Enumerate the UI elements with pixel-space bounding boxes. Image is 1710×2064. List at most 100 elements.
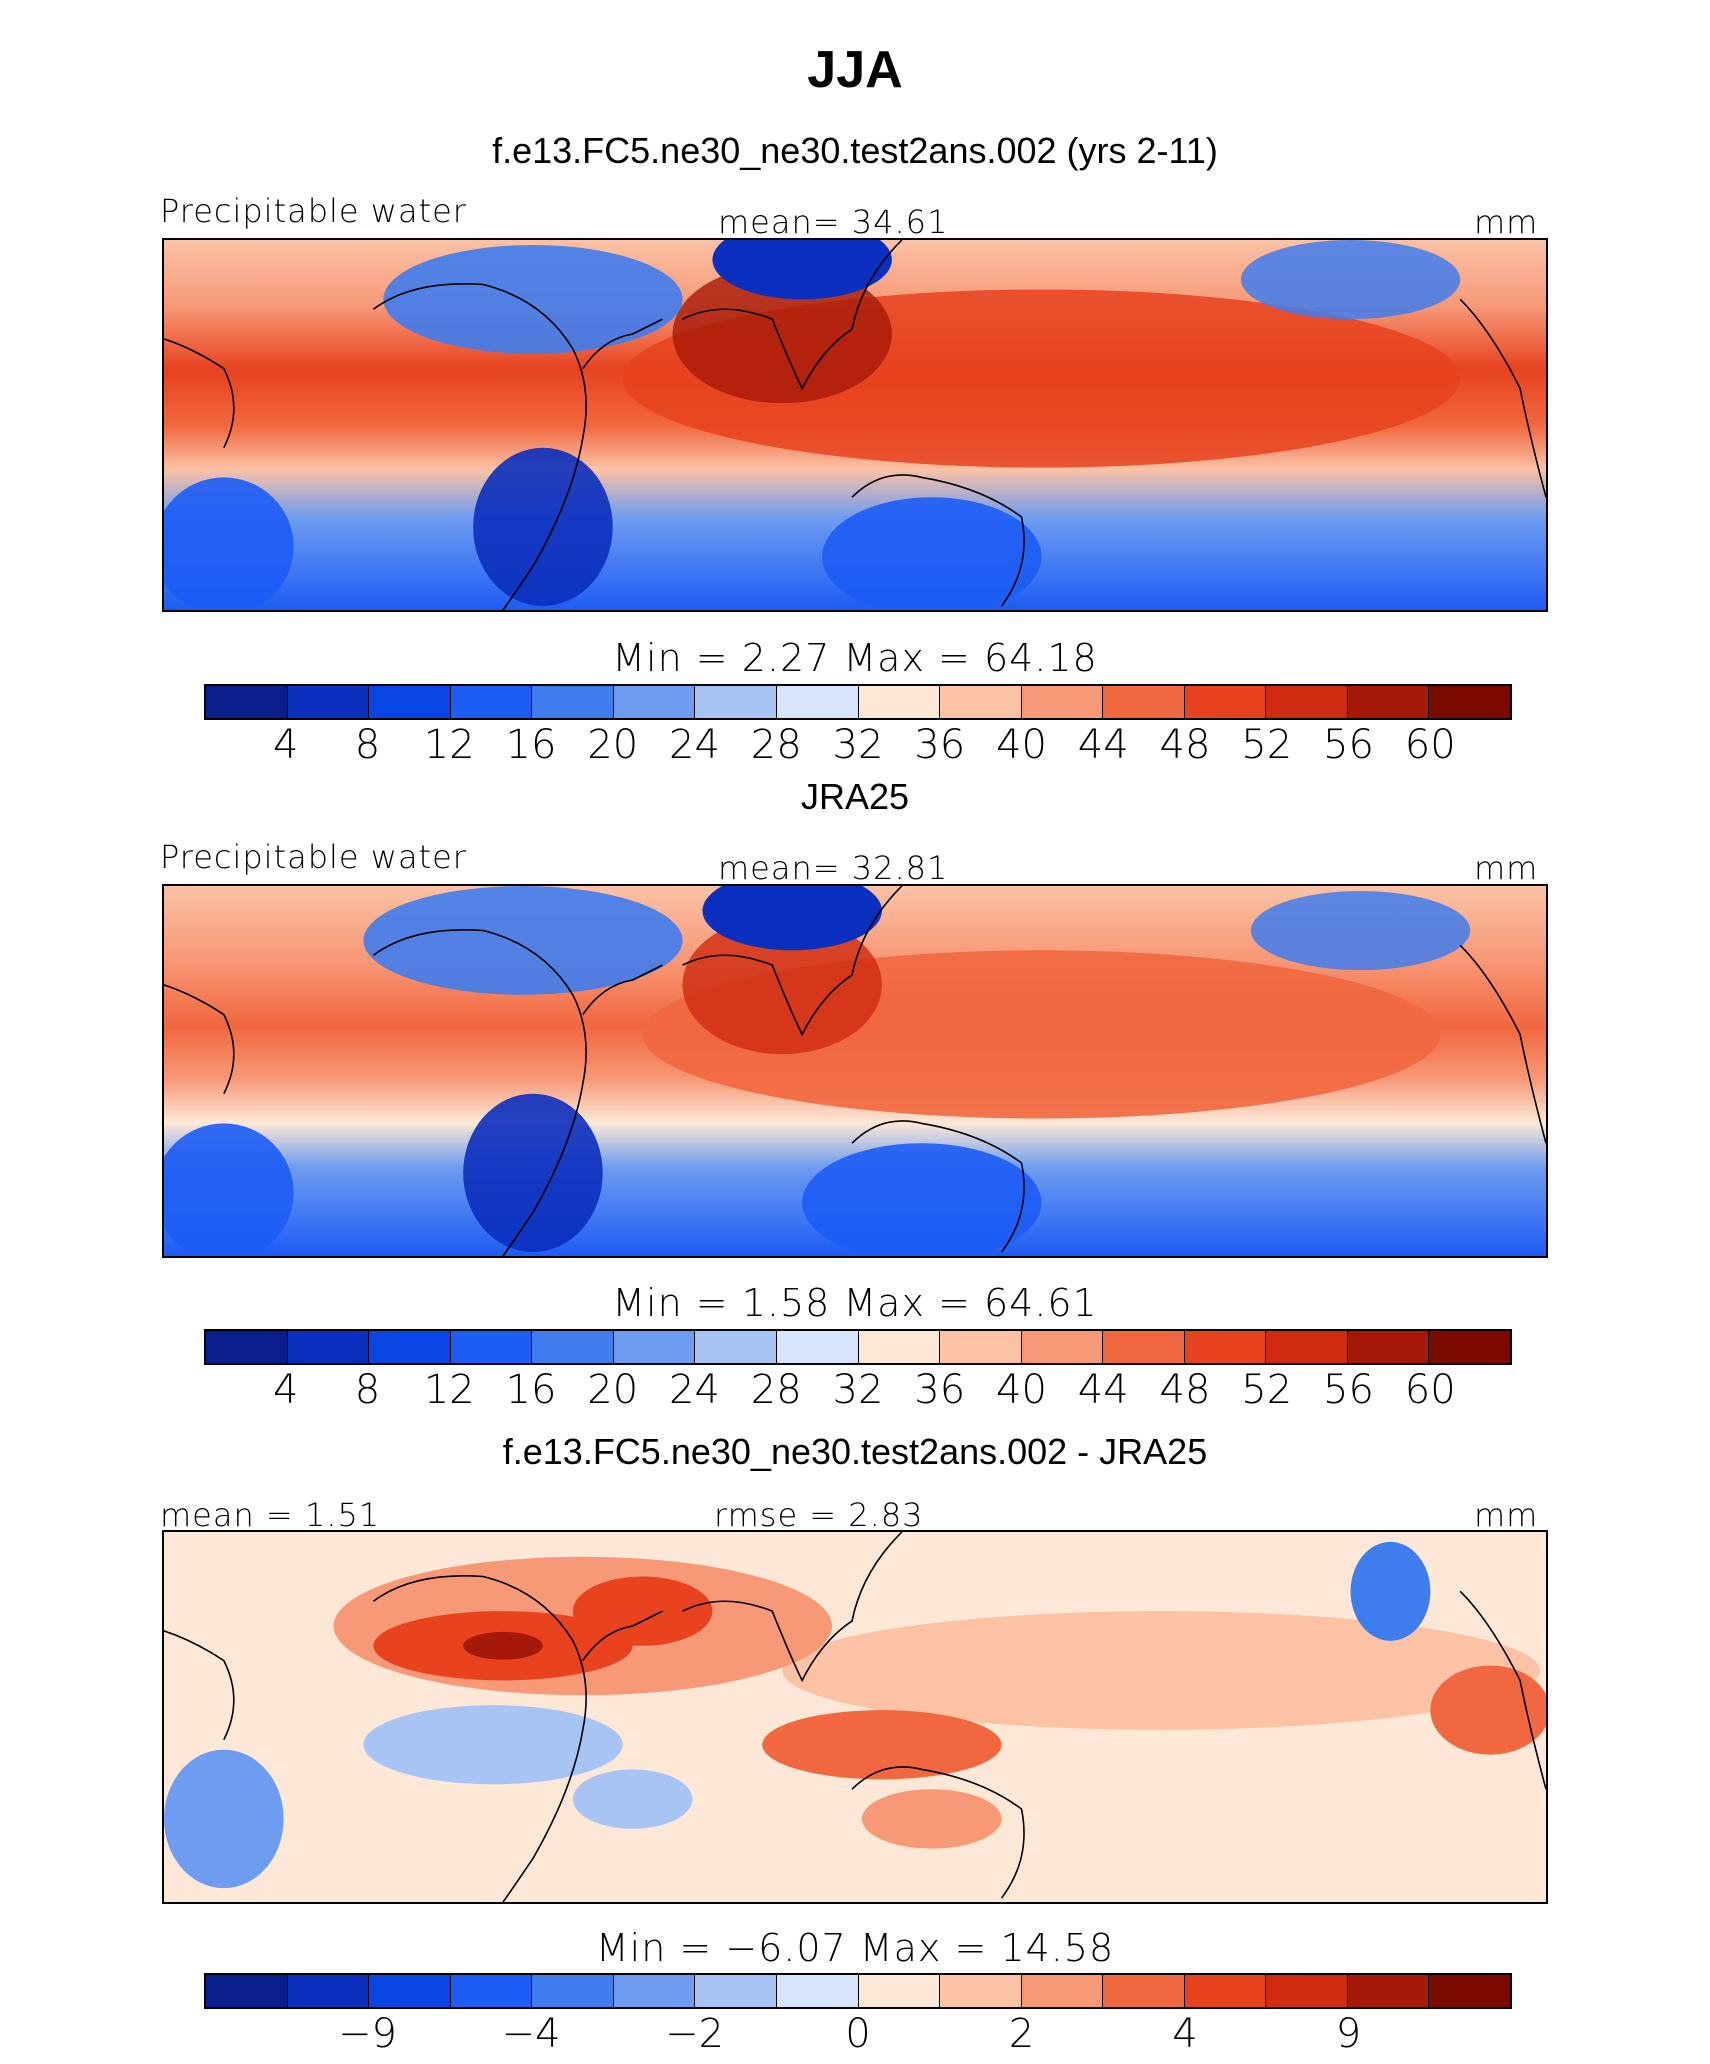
panel-3-neg-mexico (1350, 1541, 1431, 1641)
colorbar-tick-label: 56 (1323, 1367, 1374, 1413)
panel-3-pos-australia (861, 1789, 1002, 1849)
colorbar-swatch (450, 1975, 533, 2007)
colorbar-swatch (287, 1975, 370, 2007)
colorbar-swatch (1347, 1331, 1430, 1363)
colorbar-tick-label: 20 (587, 1367, 639, 1413)
panel-2-safrica-dry (463, 1093, 603, 1253)
colorbar-tick-label: −9 (338, 2011, 397, 2057)
colorbar-tick-label: 44 (1077, 1367, 1129, 1413)
colorbar-swatch (1021, 1975, 1104, 2007)
colorbar-tick-label: 52 (1241, 1367, 1293, 1413)
colorbar-tick-label: 8 (354, 1367, 381, 1413)
panel-3-map (162, 1530, 1548, 1904)
colorbar-swatch (1021, 1331, 1104, 1363)
colorbar-swatch (1429, 1975, 1510, 2007)
colorbar-swatch (1103, 686, 1185, 718)
colorbar-swatch (206, 1331, 288, 1363)
colorbar-swatch (532, 1331, 614, 1363)
colorbar-swatch (1429, 1331, 1510, 1363)
panel-3-mean-label: mean = 1.51 (160, 1496, 381, 1534)
colorbar-swatch (206, 1975, 288, 2007)
colorbar-swatch (776, 1975, 859, 2007)
panel-1-tibet-min (712, 240, 892, 300)
colorbar-swatch (695, 686, 777, 718)
colorbar-tick-label: 16 (505, 1367, 557, 1413)
colorbar-swatch (776, 1331, 859, 1363)
colorbar-swatch (695, 1975, 777, 2007)
panel-1-colorbar-ticks: 4 8 12 16 20 24 28 32 36 40 44 48 52 56 60 (204, 722, 1512, 768)
colorbar-tick-label: 28 (750, 722, 802, 768)
panel-2-npac-dry (1250, 890, 1471, 971)
panel-3-colorbar (204, 1973, 1512, 2009)
colorbar-swatch (1103, 1331, 1185, 1363)
colorbar-swatch (1266, 686, 1348, 718)
colorbar-swatch (858, 686, 941, 718)
panel-3-neg-africa (363, 1705, 623, 1785)
colorbar-tick-label: 2 (1008, 2011, 1035, 2057)
colorbar-tick-label: 4 (273, 722, 299, 768)
colorbar-tick-label: 40 (996, 1367, 1047, 1413)
colorbar-tick-label: −4 (501, 2011, 561, 2057)
colorbar-swatch (1347, 686, 1430, 718)
colorbar-swatch (1266, 1331, 1348, 1363)
colorbar-tick-label: 28 (750, 1367, 802, 1413)
colorbar-tick-label: 0 (845, 2011, 871, 2057)
colorbar-swatch (1184, 1331, 1267, 1363)
panel-1-sahara-dry (383, 244, 683, 354)
panel-3-pos-indonesia (762, 1710, 1002, 1780)
colorbar-tick-label: 48 (1159, 722, 1211, 768)
panel-1-safrica-dry (473, 447, 613, 607)
panel-1-minmax: Min = 2.27 Max = 64.18 (612, 636, 1098, 680)
figure-title: JJA (807, 41, 903, 99)
panel-2-colorbar (204, 1329, 1512, 1365)
colorbar-swatch (369, 1975, 451, 2007)
panel-1-npac-dry (1240, 240, 1461, 320)
colorbar-tick-label: 9 (1335, 2011, 1362, 2057)
colorbar-swatch (450, 686, 533, 718)
panel-1-coastlines (164, 240, 1546, 610)
colorbar-tick-label: 56 (1323, 722, 1374, 768)
colorbar-tick-label: 60 (1404, 722, 1456, 768)
panel-3-neg-wio (572, 1769, 693, 1829)
colorbar-tick-label: 16 (505, 722, 557, 768)
colorbar-tick-label: 4 (1172, 2011, 1198, 2057)
panel-2-sam-dry (164, 1123, 294, 1256)
colorbar-tick-label: 32 (832, 722, 884, 768)
colorbar-tick-label: 60 (1404, 1367, 1456, 1413)
colorbar-swatch (613, 1331, 696, 1363)
colorbar-swatch (369, 1331, 451, 1363)
colorbar-swatch (940, 1331, 1022, 1363)
colorbar-swatch (450, 1331, 533, 1363)
colorbar-tick-label: 24 (669, 1367, 720, 1413)
panel-2-mean-label: mean= 32.81 (718, 849, 949, 887)
colorbar-swatch (1429, 686, 1510, 718)
panel-2-australia-dry (802, 1143, 1042, 1256)
colorbar-swatch (940, 1975, 1022, 2007)
panel-2-colorbar-ticks: 4 8 12 16 20 24 28 32 36 40 44 48 52 56 60 (204, 1367, 1512, 1413)
colorbar-tick-label: 48 (1159, 1367, 1211, 1413)
colorbar-tick-label: 36 (914, 722, 966, 768)
colorbar-tick-label: 20 (587, 722, 639, 768)
panel-3-pos-epac (1430, 1665, 1546, 1755)
panel-3-pos-max-core (463, 1631, 543, 1660)
panel-2-monsoon-max (682, 915, 882, 1055)
panel-2-variable-label: Precipitable water (160, 838, 467, 876)
panel-1-units-label: mm (1474, 203, 1539, 241)
colorbar-swatch (532, 686, 614, 718)
panel-2-minmax: Min = 1.58 Max = 64.61 (612, 1281, 1098, 1325)
panel-3-coastlines (164, 1532, 1546, 1902)
colorbar-tick-label: 12 (423, 1367, 475, 1413)
colorbar-swatch (206, 686, 288, 718)
colorbar-swatch (613, 1975, 696, 2007)
panel-3-title: f.e13.FC5.ne30_ne30.test2ans.002 - JRA25 (502, 1431, 1208, 1472)
panel-2-sahara-dry (363, 886, 683, 995)
panel-1-sam-dry (164, 477, 294, 610)
colorbar-swatch (776, 686, 859, 718)
colorbar-tick-label: 12 (423, 722, 475, 768)
colorbar-tick-label: 36 (914, 1367, 966, 1413)
colorbar-tick-label: 24 (669, 722, 720, 768)
colorbar-swatch (858, 1331, 941, 1363)
colorbar-swatch (858, 1975, 941, 2007)
panel-1-variable-label: Precipitable water (160, 192, 467, 230)
colorbar-swatch (1266, 1975, 1348, 2007)
